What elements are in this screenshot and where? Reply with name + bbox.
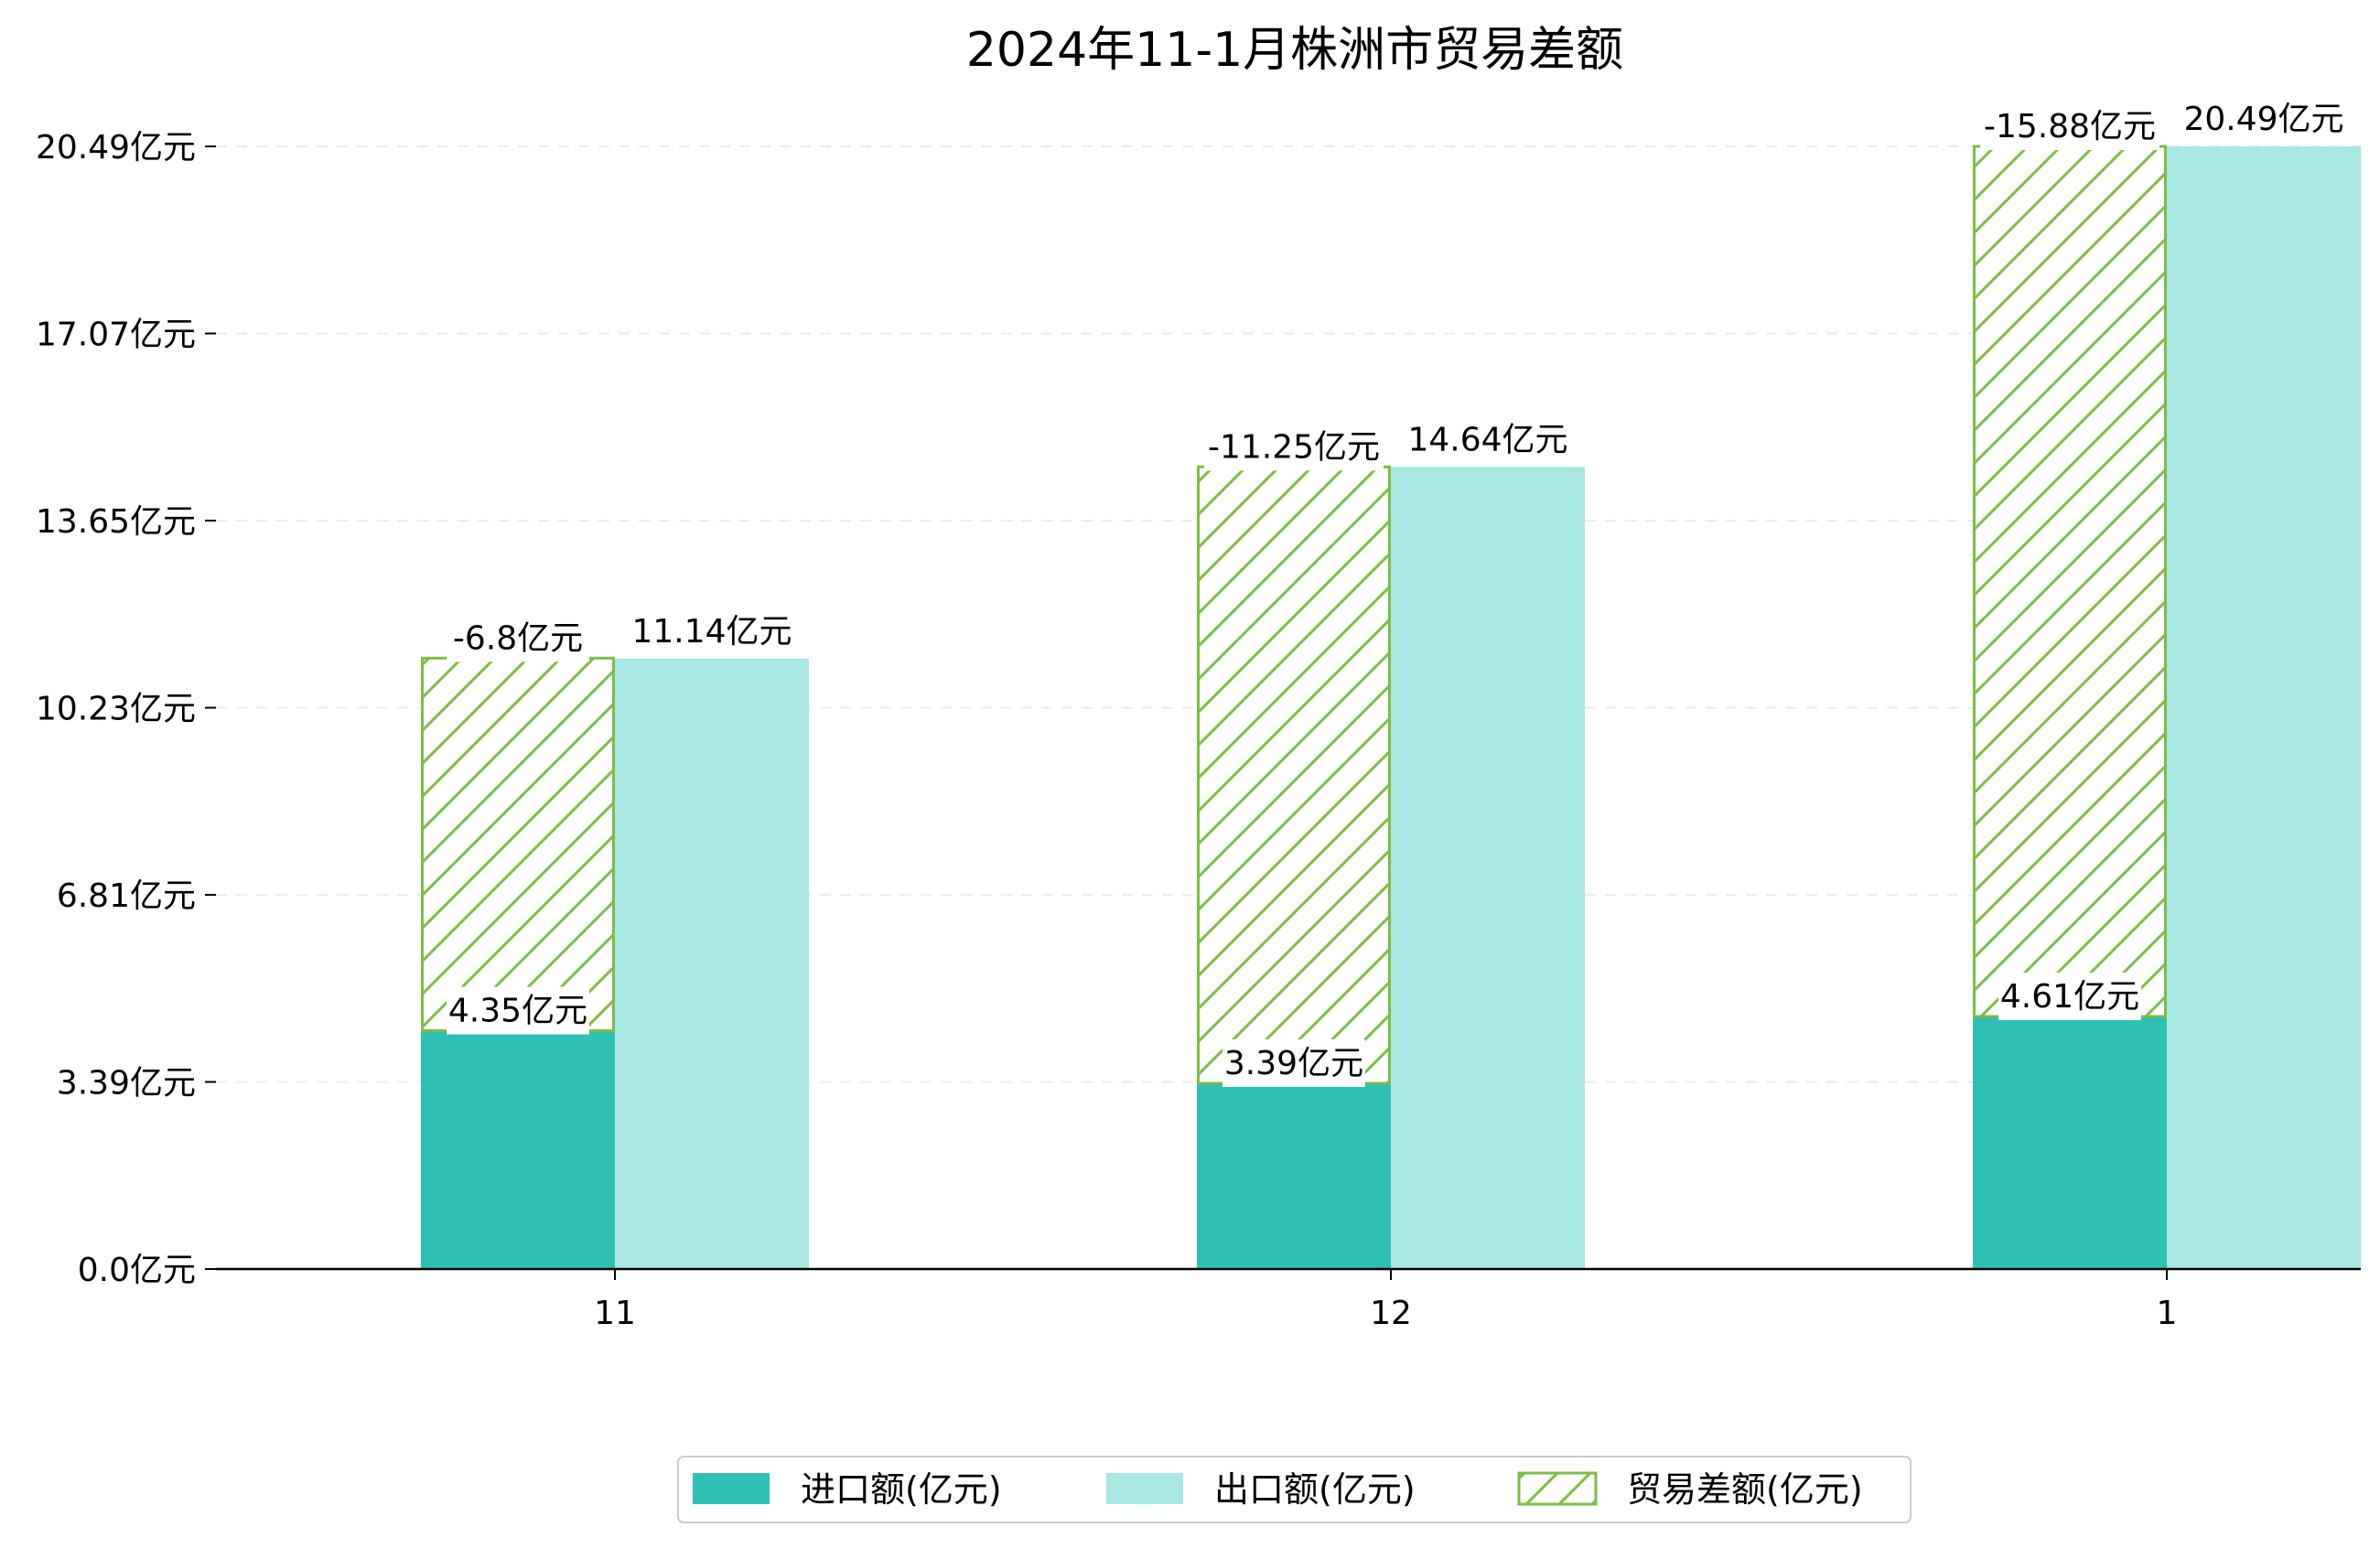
bars bbox=[421, 145, 2361, 1269]
legend-swatch bbox=[1517, 1471, 1598, 1506]
legend-label: 进口额(亿元) bbox=[801, 1469, 1002, 1510]
import-value-label-bg bbox=[1222, 1038, 1365, 1087]
export-bar bbox=[2167, 146, 2361, 1269]
export-bar bbox=[615, 658, 809, 1269]
export-value-label: 14.64亿元 bbox=[1407, 421, 1567, 458]
legend-frame bbox=[677, 1456, 1912, 1523]
axes: 0.0亿元 3.39亿元 6.81亿元 10.23亿元 13.65亿元 17.07亿元 20… bbox=[36, 129, 2361, 1332]
balance-bar bbox=[421, 656, 615, 1033]
balance-value-label: -11.25亿元 bbox=[1208, 428, 1380, 466]
balance-value-label-bg bbox=[1980, 102, 2159, 150]
x-tick-label: 12 bbox=[1370, 1295, 1412, 1332]
import-bar bbox=[421, 1030, 615, 1269]
import-bar bbox=[1973, 1016, 2167, 1269]
y-tick-label: 17.07亿元 bbox=[36, 317, 196, 354]
import-value-label-bg bbox=[447, 986, 589, 1035]
legend-swatch bbox=[1106, 1473, 1183, 1504]
y-tick-label: 10.23亿元 bbox=[36, 691, 196, 728]
balance-value-label-bg bbox=[1204, 423, 1384, 471]
y-tick-label: 13.65亿元 bbox=[36, 503, 196, 541]
data-labels: 4.35亿元 -6.8亿元 11.14亿元 3.39亿元 -11.25亿元 14.64亿元… bbox=[447, 95, 2344, 1087]
balance-bar bbox=[1973, 145, 2167, 1018]
export-value-label: 11.14亿元 bbox=[631, 613, 792, 651]
y-tick-label: 6.81亿元 bbox=[57, 877, 196, 915]
legend-swatch bbox=[693, 1473, 770, 1504]
chart-title: 2024年11-1月株洲市贸易差额 bbox=[966, 23, 1623, 78]
balance-bar bbox=[1197, 465, 1391, 1085]
y-tick-label: 0.0亿元 bbox=[78, 1252, 196, 1289]
export-value-label-bg bbox=[2183, 95, 2344, 143]
export-bar bbox=[1391, 467, 1585, 1269]
balance-value-label-bg bbox=[447, 614, 589, 662]
export-value-label: 20.49亿元 bbox=[2183, 101, 2343, 138]
export-value-label-bg bbox=[631, 607, 792, 655]
import-bar bbox=[1197, 1082, 1391, 1269]
import-value-label: 4.61亿元 bbox=[2000, 978, 2139, 1016]
x-tick-label: 11 bbox=[594, 1295, 636, 1332]
y-tick-label: 20.49亿元 bbox=[36, 129, 196, 167]
export-value-label-bg bbox=[1407, 415, 1568, 464]
legend-label: 出口额(亿元) bbox=[1214, 1469, 1416, 1510]
balance-value-label: -6.8亿元 bbox=[453, 619, 583, 657]
import-value-label: 3.39亿元 bbox=[1224, 1045, 1363, 1082]
import-value-label-bg bbox=[1998, 972, 2141, 1020]
legend: 进口额(亿元) 出口额(亿元) 贸易差额(亿元) bbox=[677, 1456, 1912, 1523]
x-tick-label: 1 bbox=[2157, 1295, 2178, 1332]
balance-value-label: -15.88亿元 bbox=[1984, 108, 2156, 145]
import-value-label: 4.35亿元 bbox=[448, 993, 587, 1030]
y-tick-label: 3.39亿元 bbox=[57, 1065, 196, 1103]
legend-label: 贸易差额(亿元) bbox=[1627, 1469, 1863, 1510]
